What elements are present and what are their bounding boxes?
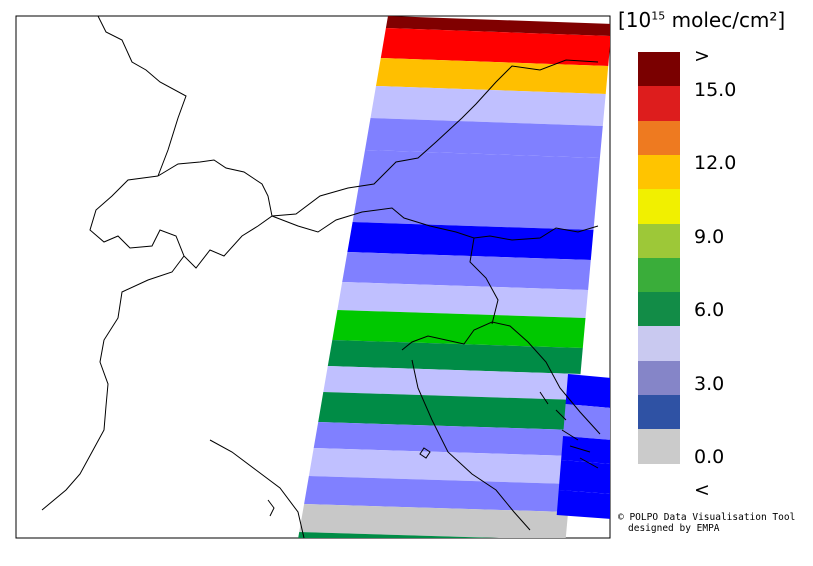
dalmatian-islands xyxy=(539,391,599,469)
swath-band xyxy=(565,374,610,408)
swath-band xyxy=(352,150,600,230)
colorbar-bin xyxy=(638,395,680,430)
colorbar-tick-0: 0.0 xyxy=(694,446,725,468)
colorbar-tick-15: 15.0 xyxy=(694,79,737,101)
colorbar-tick-above: > xyxy=(694,45,710,67)
slovenia-border xyxy=(469,237,499,325)
italy-france-border xyxy=(41,255,185,511)
colorbar-bin xyxy=(638,189,680,224)
elba-island xyxy=(419,447,431,459)
colorbar-bin xyxy=(638,326,680,362)
swiss-border xyxy=(89,159,273,269)
swath-band xyxy=(556,490,610,519)
swath-band xyxy=(298,532,499,538)
northern-italy-border xyxy=(271,207,599,241)
colorbar-tick-9: 9.0 xyxy=(694,226,725,248)
swath-band xyxy=(332,310,586,348)
colorbar-bin xyxy=(638,429,680,465)
swath-band xyxy=(347,222,594,260)
swath-band xyxy=(323,366,581,400)
credit-line-2: designed by EMPA xyxy=(628,523,720,534)
colorbar-tick-below: < xyxy=(694,479,710,501)
swath-band xyxy=(370,86,606,126)
colorbar-bin xyxy=(638,86,680,122)
swath-band xyxy=(365,118,603,158)
france-germany-border xyxy=(97,16,187,177)
swath-band xyxy=(308,448,574,484)
legend-unit-title: [1015 molec/cm²] xyxy=(618,8,786,32)
swath-band xyxy=(385,16,610,36)
colorbar-bin xyxy=(638,257,680,293)
swath-band xyxy=(376,58,609,94)
corsica-tip xyxy=(267,499,275,517)
colorbar-bin xyxy=(638,120,680,156)
italy-east-coast xyxy=(411,359,531,531)
swath-band xyxy=(380,28,610,66)
swath-band xyxy=(318,392,579,430)
satellite-swath xyxy=(298,16,610,538)
colorbar-tick-12: 12.0 xyxy=(694,152,737,174)
colorbar-bin xyxy=(638,52,680,87)
swath-band xyxy=(299,504,569,538)
swath-band xyxy=(563,404,610,440)
colorbar-bin xyxy=(638,292,680,327)
tyrrhenian-coast xyxy=(209,439,305,538)
swath-band xyxy=(342,252,591,290)
colorbar-bin xyxy=(638,360,680,396)
swath-band xyxy=(304,476,571,512)
swath-band xyxy=(313,422,576,456)
adriatic-coast xyxy=(401,321,601,435)
colorbar-tick-3: 3.0 xyxy=(694,373,725,395)
colorbar-bin xyxy=(638,223,680,259)
swath-band xyxy=(561,436,610,464)
swath-band xyxy=(327,340,583,374)
country-borders xyxy=(41,16,601,538)
colorbar-tick-6: 6.0 xyxy=(694,299,725,321)
colorbar-bin xyxy=(638,154,680,190)
austria-border xyxy=(271,59,599,217)
swath-band xyxy=(558,460,610,494)
credit-line-1: © POLPO Data Visualisation Tool xyxy=(618,512,796,523)
swath-band xyxy=(337,282,589,318)
